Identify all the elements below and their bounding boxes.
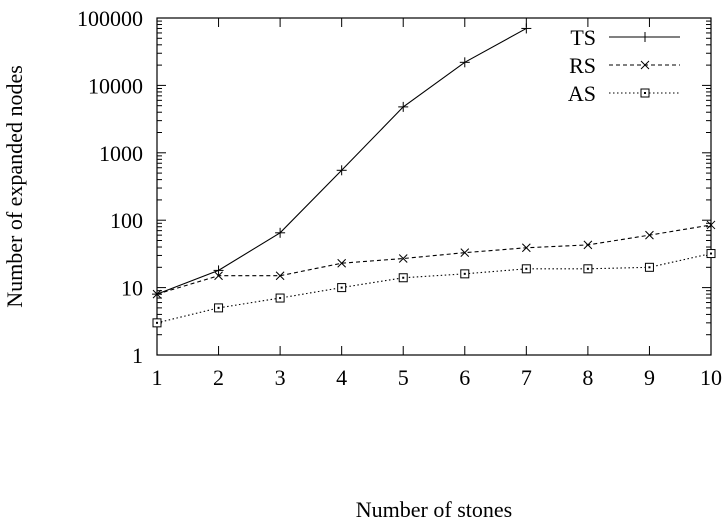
plot-frame <box>156 17 712 356</box>
data-point-ts <box>521 23 532 34</box>
data-point-ts <box>275 227 286 238</box>
y-tick-label: 1000 <box>99 141 143 166</box>
series-as <box>152 249 716 328</box>
data-point-rs <box>398 254 408 263</box>
legend-label-as: AS <box>568 81 596 106</box>
legend-item-as: AS <box>568 81 680 106</box>
legend-label-rs: RS <box>569 53 596 78</box>
data-point-as <box>152 318 162 328</box>
x-tick-label: 3 <box>275 365 286 390</box>
data-point-as <box>583 264 593 274</box>
data-point-rs <box>275 271 285 281</box>
data-point-as <box>706 249 716 259</box>
data-point-ts <box>213 265 224 276</box>
data-point-rs <box>152 289 162 299</box>
x-tick-label: 5 <box>398 365 409 390</box>
data-point-rs <box>521 243 531 253</box>
data-point-ts <box>398 101 409 112</box>
data-point-as <box>398 273 408 283</box>
data-point-as <box>640 88 650 98</box>
legend: TS RS AS <box>568 25 680 106</box>
data-point-ts <box>459 57 470 68</box>
data-point-rs <box>214 271 223 281</box>
x-tick-label: 9 <box>644 365 655 390</box>
x-tick-label: 1 <box>152 365 163 390</box>
x-tick-label: 8 <box>582 365 593 390</box>
series-ts <box>152 23 532 300</box>
series-rs <box>152 220 716 299</box>
data-point-ts <box>640 32 650 42</box>
data-point-rs <box>706 220 716 230</box>
y-tick-label: 100 <box>110 208 143 233</box>
x-axis-title: Number of stones <box>356 497 512 522</box>
data-point-rs <box>337 258 347 268</box>
data-point-as <box>644 262 654 272</box>
axis-ticks: 1 2 3 4 5 6 7 8 9 10 1 10 100 1000 10000 100000 <box>77 6 722 390</box>
y-axis-title: Number of expanded nodes <box>2 65 27 308</box>
data-point-rs <box>583 240 593 250</box>
y-tick-label: 100000 <box>77 6 143 31</box>
data-point-as <box>214 303 224 313</box>
data-point-as <box>337 283 347 293</box>
data-point-ts <box>336 165 347 176</box>
data-point-rs <box>460 248 470 258</box>
x-tick-label: 4 <box>336 365 347 390</box>
y-tick-label: 10000 <box>88 73 143 98</box>
legend-label-ts: TS <box>570 25 596 50</box>
data-point-as <box>275 293 285 303</box>
x-tick-label: 10 <box>700 365 722 390</box>
data-point-rs <box>645 230 654 240</box>
data-point-as <box>521 264 531 274</box>
legend-item-ts: TS <box>570 25 680 50</box>
x-tick-label: 7 <box>521 365 532 390</box>
x-tick-label: 2 <box>213 365 224 390</box>
series-line-ts <box>156 27 527 295</box>
y-tick-label: 1 <box>132 343 143 368</box>
series-layer <box>152 23 716 328</box>
x-tick-label: 6 <box>459 365 470 390</box>
y-tick-label: 10 <box>121 276 143 301</box>
series-line-as <box>156 253 712 324</box>
data-point-rs <box>640 60 650 70</box>
series-line-rs <box>156 224 712 295</box>
data-point-as <box>460 269 470 279</box>
legend-item-rs: RS <box>569 53 680 78</box>
